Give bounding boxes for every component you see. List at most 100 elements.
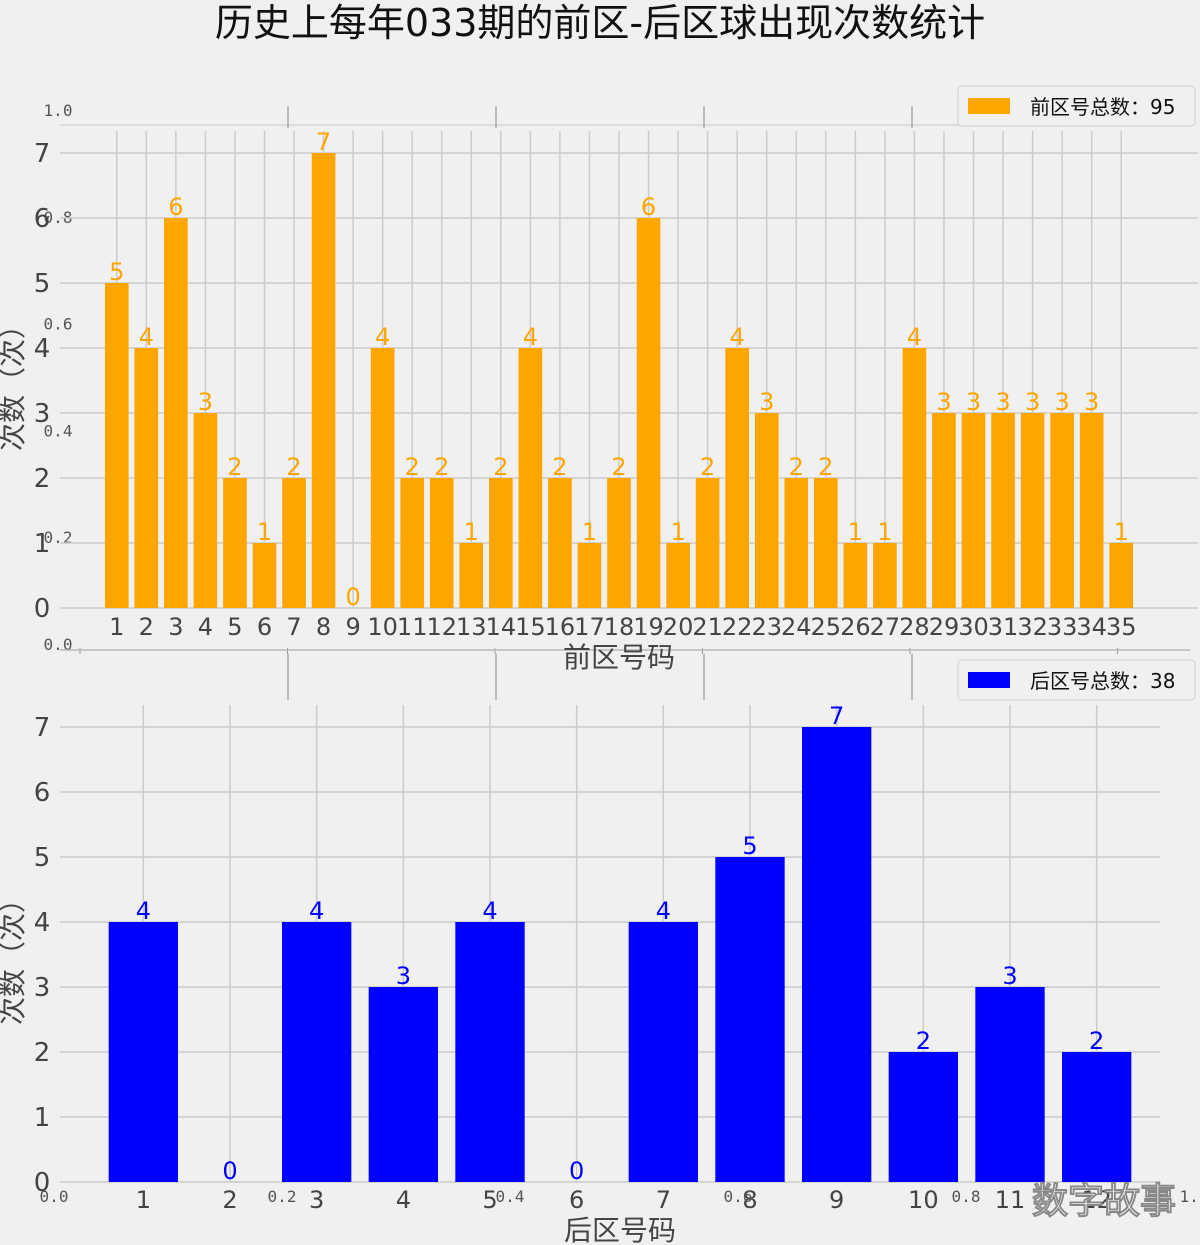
- bar-value-label: 0: [222, 1157, 237, 1185]
- x-tick-label: 20: [663, 613, 694, 641]
- x-tick-label: 17: [574, 613, 605, 641]
- y-tick-label: 0: [34, 594, 51, 624]
- x-tick-label: 30: [958, 613, 989, 641]
- bar-29: [932, 413, 956, 608]
- bar-value-label: 3: [1002, 962, 1017, 990]
- x-tick-label: 25: [811, 613, 842, 641]
- x-tick-label: 7: [656, 1186, 671, 1214]
- bar-7: [628, 922, 698, 1182]
- x-tick-label: 24: [781, 613, 812, 641]
- bar-21: [695, 478, 720, 608]
- bar-35: [1109, 543, 1134, 608]
- x-tick-label: 19: [633, 613, 664, 641]
- x-tick-label: 14: [486, 613, 517, 641]
- bar-1: [108, 922, 178, 1182]
- bar-15: [518, 348, 543, 608]
- bar-value-label: 4: [730, 323, 745, 351]
- x-tick-label: 8: [742, 1186, 757, 1214]
- bar-value-label: 1: [1114, 518, 1129, 546]
- x-tick-label: 13: [456, 613, 487, 641]
- y-tick-label: 6: [34, 204, 51, 234]
- x-tick-label: 26: [840, 613, 871, 641]
- bar-3: [164, 218, 188, 608]
- x-tick-label: 21: [692, 613, 723, 641]
- bar-17: [577, 543, 602, 608]
- y-tick-label: 6: [34, 778, 51, 808]
- x-tick-label: 22: [722, 613, 753, 641]
- bar-8: [715, 857, 785, 1182]
- bar-value-label: 1: [464, 518, 479, 546]
- y-tick-label: 7: [34, 713, 51, 743]
- x-tick-label: 4: [198, 613, 213, 641]
- bar-value-label: 2: [493, 453, 508, 481]
- bar-value-label: 3: [936, 388, 951, 416]
- bar-20: [666, 543, 690, 608]
- ghost-x-tick-label: 0.4: [496, 1187, 525, 1206]
- bar-value-label: 2: [700, 453, 715, 481]
- bar-value-label: 0: [569, 1157, 584, 1185]
- bar-5: [455, 922, 525, 1182]
- x-tick-label: 2: [139, 613, 154, 641]
- bar-31: [991, 413, 1015, 608]
- chart-title: 历史上每年033期的前区-后区球出现次数统计: [215, 1, 985, 45]
- legend-swatch: [968, 672, 1010, 688]
- bar-7: [282, 478, 306, 608]
- bar-value-label: 0: [345, 583, 360, 611]
- bar-28: [902, 348, 927, 608]
- bar-33: [1050, 413, 1074, 608]
- x-tick-label: 1: [109, 613, 124, 641]
- bar-value-label: 1: [877, 518, 892, 546]
- x-tick-label: 10: [367, 613, 398, 641]
- bar-30: [961, 413, 986, 608]
- y-tick-label: 4: [34, 334, 51, 364]
- bar-11: [400, 478, 425, 608]
- x-tick-label: 33: [1047, 613, 1078, 641]
- x-tick-label: 3: [309, 1186, 324, 1214]
- bar-value-label: 1: [257, 518, 272, 546]
- y-tick-label: 5: [34, 843, 51, 873]
- legend-box: [957, 85, 1196, 127]
- ghost-y-tick-label: 0.0: [44, 635, 73, 654]
- bar-value-label: 2: [789, 453, 804, 481]
- x-tick-label: 7: [286, 613, 301, 641]
- bar-32: [1020, 413, 1045, 608]
- bar-19: [636, 218, 661, 608]
- bar-5: [223, 478, 247, 608]
- bar-value-label: 4: [482, 897, 497, 925]
- bar-value-label: 1: [582, 518, 597, 546]
- bar-23: [754, 413, 779, 608]
- bar-12: [1062, 1052, 1132, 1182]
- bar-value-label: 3: [396, 962, 411, 990]
- x-tick-label: 35: [1106, 613, 1137, 641]
- bar-18: [607, 478, 631, 608]
- x-tick-label: 27: [870, 613, 901, 641]
- ghost-y-tick-label: 1.0: [44, 101, 73, 120]
- x-tick-label: 4: [396, 1186, 411, 1214]
- bar-value-label: 3: [759, 388, 774, 416]
- y-tick-label: 2: [34, 464, 51, 494]
- x-tick-label: 32: [1017, 613, 1048, 641]
- x-tick-label: 6: [569, 1186, 584, 1214]
- y-tick-label: 5: [34, 269, 51, 299]
- bar-value-label: 6: [641, 193, 656, 221]
- bar-value-label: 3: [966, 388, 981, 416]
- y-tick-label: 2: [34, 1038, 51, 1068]
- y-axis-title: 次数（次）: [0, 885, 29, 1025]
- bar-16: [548, 478, 572, 608]
- x-tick-label: 29: [929, 613, 960, 641]
- y-tick-label: 4: [34, 908, 51, 938]
- bar-value-label: 2: [227, 453, 242, 481]
- ghost-x-tick-label: 0.6: [724, 1187, 753, 1206]
- x-tick-label: 16: [545, 613, 576, 641]
- bar-value-label: 3: [1025, 388, 1040, 416]
- y-tick-label: 0: [34, 1168, 51, 1198]
- bar-value-label: 2: [552, 453, 567, 481]
- bar-value-label: 4: [309, 897, 324, 925]
- bar-value-label: 2: [611, 453, 626, 481]
- x-tick-label: 5: [227, 613, 242, 641]
- ghost-y-tick-label: 0.4: [44, 421, 73, 440]
- legend-label: 后区号总数：38: [1030, 669, 1175, 693]
- bar-8: [311, 153, 336, 608]
- ghost-y-tick-label: 0.8: [44, 208, 73, 227]
